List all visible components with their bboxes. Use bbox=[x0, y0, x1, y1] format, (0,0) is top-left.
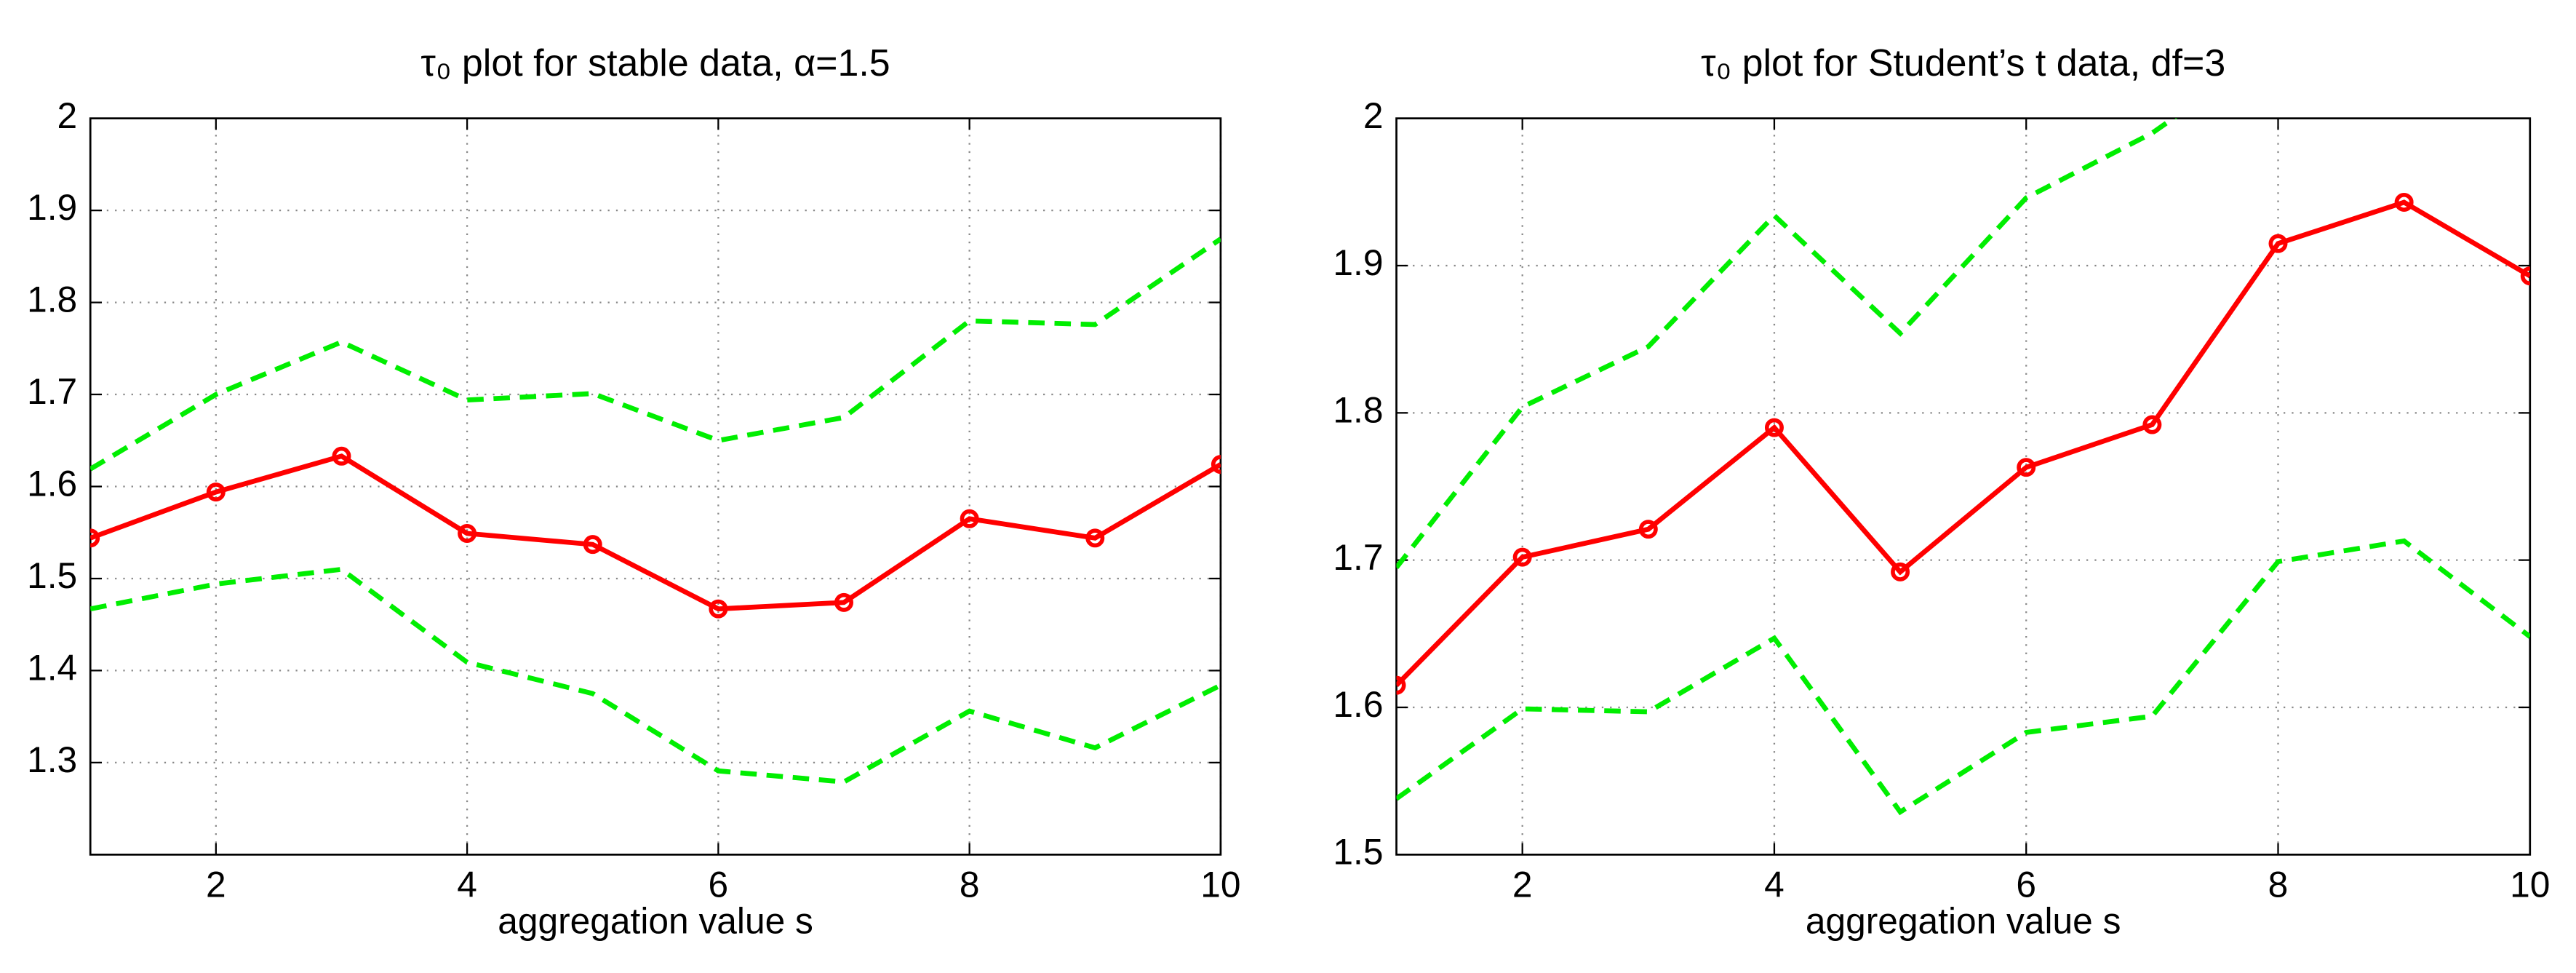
y-tick-label: 1.8 bbox=[27, 279, 77, 320]
x-tick-label: 10 bbox=[1200, 865, 1240, 905]
data-point bbox=[90, 528, 100, 548]
plot-area bbox=[1396, 118, 2530, 816]
series-line bbox=[1396, 199, 2530, 688]
data-point bbox=[960, 509, 979, 528]
chart-panel: 1.5 1.6 1.7 1.8 1.9 2 2 4 6 8 10 τ₀ plot for Studen… bbox=[1333, 42, 2550, 941]
x-axis-label: aggregation value s bbox=[498, 900, 813, 941]
x-tick-label: 2 bbox=[206, 865, 226, 905]
series-line bbox=[90, 237, 1221, 472]
x-tick-label: 10 bbox=[2510, 865, 2550, 905]
chart-panel: 1.3 1.4 1.5 1.6 1.7 1.8 1.9 2 2 4 6 8 10 τ₀ plot for … bbox=[27, 42, 1240, 941]
data-point bbox=[1085, 528, 1105, 548]
data-point bbox=[2520, 266, 2530, 286]
y-tick-label: 1.9 bbox=[27, 187, 77, 228]
x-tick-label: 6 bbox=[709, 865, 729, 905]
data-point bbox=[709, 599, 728, 619]
y-tick-label: 2 bbox=[57, 95, 77, 136]
data-point bbox=[1764, 418, 1784, 437]
data-point bbox=[834, 592, 853, 612]
y-tick-label: 1.8 bbox=[1333, 389, 1383, 430]
data-point bbox=[1891, 562, 1910, 581]
data-point bbox=[206, 482, 226, 502]
data-point bbox=[2142, 415, 2162, 434]
data-point bbox=[332, 446, 351, 466]
data-point bbox=[1512, 547, 1532, 567]
y-tick-label: 1.3 bbox=[27, 739, 77, 780]
data-point bbox=[1211, 455, 1221, 474]
y-tick-label: 1.6 bbox=[27, 464, 77, 504]
y-tick-label: 1.7 bbox=[1333, 537, 1383, 578]
data-point bbox=[2017, 458, 2036, 477]
y-tick-label: 1.4 bbox=[27, 648, 77, 688]
x-axis-label: aggregation value s bbox=[1806, 900, 2121, 941]
y-tick-label: 2 bbox=[1363, 95, 1384, 136]
series-line bbox=[90, 453, 1221, 612]
x-tick-label: 4 bbox=[1764, 865, 1785, 905]
y-tick-label: 1.5 bbox=[1333, 831, 1383, 872]
plot-frame bbox=[89, 117, 1222, 856]
y-tick-label: 1.6 bbox=[1333, 684, 1383, 725]
x-tick-label: 8 bbox=[960, 865, 980, 905]
x-tick-label: 8 bbox=[2268, 865, 2289, 905]
series-line bbox=[1396, 118, 2178, 569]
series-line bbox=[1396, 538, 2530, 816]
y-tick-label: 1.9 bbox=[1333, 242, 1383, 283]
y-tick-label: 1.5 bbox=[27, 555, 77, 596]
plot-area bbox=[90, 237, 1221, 785]
x-tick-label: 2 bbox=[1512, 865, 1533, 905]
data-point bbox=[458, 524, 477, 543]
series-line bbox=[90, 566, 1221, 785]
data-point bbox=[2268, 234, 2288, 253]
plot-frame bbox=[1395, 117, 2532, 856]
data-point bbox=[1638, 520, 1658, 539]
x-tick-label: 6 bbox=[2016, 865, 2036, 905]
x-tick-label: 4 bbox=[457, 865, 477, 905]
chart-title: τ₀ plot for Student’s t data, df=3 bbox=[1701, 42, 2225, 84]
chart-title: τ₀ plot for stable data, α=1.5 bbox=[420, 42, 890, 84]
data-point bbox=[583, 535, 602, 555]
data-point bbox=[1396, 675, 1406, 695]
y-tick-label: 1.7 bbox=[27, 371, 77, 412]
data-point bbox=[2394, 192, 2414, 212]
